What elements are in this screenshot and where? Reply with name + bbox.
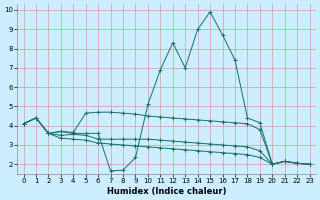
- X-axis label: Humidex (Indice chaleur): Humidex (Indice chaleur): [107, 187, 226, 196]
